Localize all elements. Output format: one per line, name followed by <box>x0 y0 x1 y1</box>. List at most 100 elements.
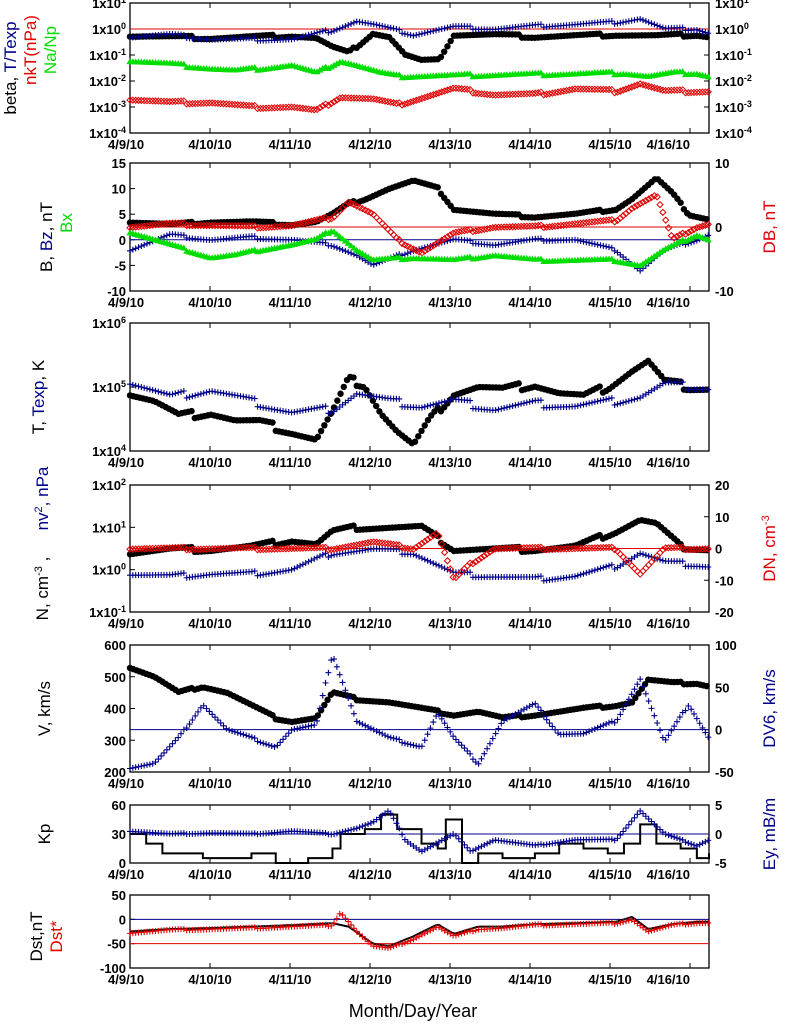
data-point <box>583 239 590 246</box>
data-point <box>396 736 403 743</box>
data-point <box>631 686 638 693</box>
data-point <box>225 221 233 230</box>
data-point <box>359 823 366 830</box>
data-point <box>542 223 551 231</box>
data-point <box>389 540 398 549</box>
data-point <box>508 90 517 99</box>
data-point <box>642 196 650 205</box>
data-point <box>605 562 612 569</box>
data-point <box>296 544 304 552</box>
right-y-tick-label: 100 <box>715 638 737 653</box>
right-y-tick-label: -5 <box>715 856 727 871</box>
y-tick-label: -5 <box>114 258 126 273</box>
data-point <box>421 737 428 744</box>
data-point <box>668 833 675 840</box>
data-point <box>245 543 253 552</box>
data-point <box>523 222 531 230</box>
data-point <box>520 222 528 231</box>
data-point <box>574 237 581 244</box>
data-point <box>574 85 582 93</box>
data-point <box>302 544 310 552</box>
data-point <box>452 832 459 839</box>
data-point <box>254 738 261 745</box>
x-tick-label: 4/11/10 <box>269 616 312 631</box>
data-point <box>340 383 347 391</box>
data-point <box>348 826 355 833</box>
data-point <box>520 400 527 407</box>
data-point <box>152 387 159 394</box>
data-point <box>268 742 275 749</box>
data-point <box>565 86 574 94</box>
data-point <box>617 831 624 838</box>
data-point <box>438 25 445 32</box>
data-point <box>435 238 443 246</box>
data-point <box>469 756 476 763</box>
data-point <box>668 727 675 734</box>
data-point <box>628 699 636 706</box>
data-point <box>559 221 568 229</box>
x-tick-label: 4/11/10 <box>269 867 312 882</box>
data-point <box>251 64 259 71</box>
data-point <box>344 542 352 551</box>
data-point <box>256 104 265 113</box>
data-point <box>455 931 462 938</box>
data-point <box>469 227 477 236</box>
data-point <box>384 539 392 548</box>
data-point <box>500 223 508 231</box>
data-point <box>557 545 565 553</box>
data-point <box>616 87 625 95</box>
data-point <box>537 397 544 404</box>
data-point <box>492 407 499 414</box>
data-point <box>699 840 706 847</box>
data-point <box>182 221 191 230</box>
data-point <box>514 544 523 552</box>
data-point <box>236 222 245 230</box>
data-point <box>293 544 301 553</box>
data-point <box>404 740 411 747</box>
data-point <box>220 722 227 729</box>
y-tick-label: 10 <box>112 182 126 197</box>
data-point <box>637 676 644 683</box>
data-point <box>687 545 695 554</box>
data-point <box>597 397 604 404</box>
data-point <box>183 725 190 732</box>
data-point <box>293 220 301 229</box>
data-point <box>279 545 287 553</box>
x-tick-label: 4/14/10 <box>508 616 551 631</box>
data-point <box>628 691 635 698</box>
data-point <box>345 918 352 925</box>
data-point <box>160 220 168 228</box>
data-point <box>268 104 276 112</box>
x-tick-label: 4/9/10 <box>108 616 144 631</box>
data-point <box>446 231 454 239</box>
data-point <box>242 101 250 110</box>
x-tick-label: 4/9/10 <box>108 455 144 470</box>
data-point <box>460 226 469 235</box>
data-point <box>231 222 239 230</box>
data-point <box>597 565 604 572</box>
data-point <box>625 84 633 92</box>
data-point <box>191 221 199 230</box>
data-point <box>307 217 316 225</box>
data-point <box>495 406 502 413</box>
data-point <box>134 96 143 105</box>
data-point <box>640 810 647 817</box>
data-point <box>208 221 216 230</box>
data-point <box>582 544 591 552</box>
y-tick-label: 1x10-1 <box>89 604 126 620</box>
data-point <box>180 388 187 395</box>
data-point <box>705 919 712 926</box>
data-point <box>435 711 442 718</box>
data-point <box>185 545 194 554</box>
data-point <box>657 925 664 932</box>
data-point <box>231 544 239 552</box>
data-point <box>226 727 233 734</box>
data-point <box>472 927 479 934</box>
data-point <box>168 544 177 552</box>
data-point <box>696 841 703 848</box>
data-point <box>406 545 415 553</box>
data-point <box>163 219 171 228</box>
data-point <box>657 23 664 30</box>
data-point <box>134 545 143 553</box>
data-point <box>186 394 193 401</box>
